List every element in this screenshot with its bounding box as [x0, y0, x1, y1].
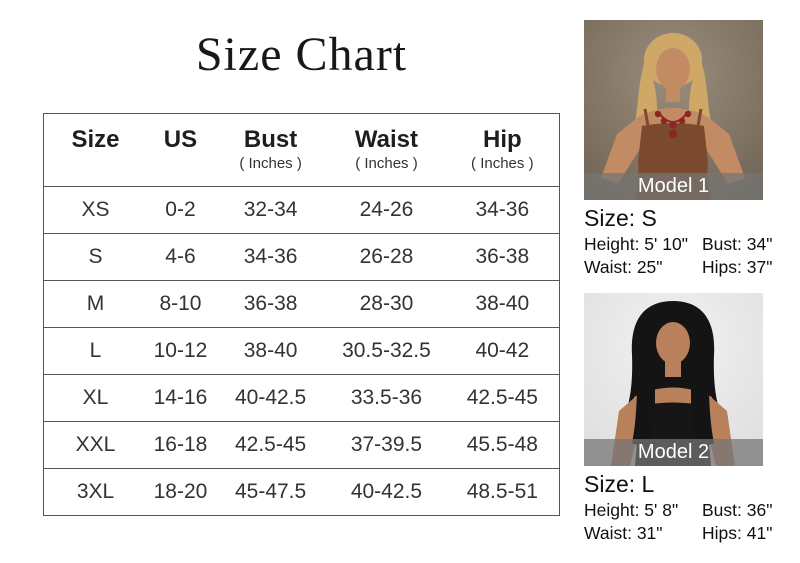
model-info-section: Model 1 Size: S Height: 5' 10" Bust: 34"… — [584, 20, 790, 545]
size-chart-table-body: XS 0-2 32-34 24-26 34-36 S 4-6 34-36 26-28 36-38 M… — [44, 186, 559, 515]
table-cell: S — [88, 245, 103, 268]
table-cell: 42.5-45 — [466, 386, 538, 409]
column-header-unit: ( Inches ) — [471, 154, 534, 172]
model-1-photo: Model 1 — [584, 20, 763, 200]
model-2-illustration — [584, 293, 763, 466]
model-2-card: Model 2 Size: L Height: 5' 8" Bust: 36" … — [584, 293, 790, 545]
column-header: Bust( Inches ) — [214, 125, 327, 174]
table-cell: 37-39.5 — [350, 433, 423, 456]
column-header-label: Hip — [482, 125, 522, 153]
model-1-waist: Waist: 25" — [584, 257, 663, 277]
table-cell: 26-28 — [359, 245, 414, 268]
size-chart-table: Size US Bust( Inches ) Waist( Inches ) Hip( … — [43, 113, 560, 516]
page-title: Size Chart — [195, 28, 408, 81]
column-header: US — [147, 125, 214, 174]
table-cell: 0-2 — [165, 198, 196, 221]
model-1-bust: Bust: 34" — [702, 234, 773, 254]
table-cell: 40-42 — [475, 339, 530, 362]
table-row: S 4-6 34-36 26-28 36-38 — [44, 233, 559, 280]
table-cell: XS — [81, 198, 110, 221]
table-header-row: Size US Bust( Inches ) Waist( Inches ) Hip( … — [44, 114, 559, 186]
table-row: M 8-10 36-38 28-30 38-40 — [44, 280, 559, 327]
table-cell: 33.5-36 — [350, 386, 423, 409]
table-cell: 42.5-45 — [234, 433, 307, 456]
table-cell: XL — [82, 386, 109, 409]
model-2-bust: Bust: 36" — [702, 500, 773, 520]
table-cell: 16-18 — [153, 433, 208, 456]
model-2-caption: Model 2 — [584, 439, 763, 466]
column-header-label: Bust — [243, 125, 298, 153]
table-cell: 38-40 — [243, 339, 298, 362]
table-cell: 38-40 — [475, 292, 530, 315]
table-cell: 40-42.5 — [234, 386, 307, 409]
model-2-height: Height: 5' 8" — [584, 500, 679, 520]
table-cell: 18-20 — [153, 480, 208, 503]
table-row: XXL 16-18 42.5-45 37-39.5 45.5-48 — [44, 421, 559, 468]
model-1-measurements: Height: 5' 10" Bust: 34" Waist: 25" Hips… — [584, 233, 790, 279]
table-cell: 45.5-48 — [466, 433, 538, 456]
column-header: Waist( Inches ) — [327, 125, 445, 174]
table-cell: 34-36 — [243, 245, 298, 268]
model-2-hips: Hips: 41" — [702, 523, 773, 543]
table-cell: 30.5-32.5 — [342, 339, 431, 362]
table-cell: 36-38 — [475, 245, 530, 268]
model-1-card: Model 1 Size: S Height: 5' 10" Bust: 34"… — [584, 20, 790, 279]
column-header-unit: ( Inches ) — [239, 154, 302, 172]
table-cell: 28-30 — [359, 292, 414, 315]
table-cell: 40-42.5 — [350, 480, 423, 503]
table-cell: 32-34 — [243, 198, 298, 221]
table-cell: 48.5-51 — [466, 480, 538, 503]
model-2-size: Size: L — [584, 471, 655, 497]
model-1-hips: Hips: 37" — [702, 257, 773, 277]
table-cell: 24-26 — [359, 198, 414, 221]
table-cell: 36-38 — [243, 292, 298, 315]
table-cell: 14-16 — [153, 386, 208, 409]
model-2-waist: Waist: 31" — [584, 523, 663, 543]
table-cell: M — [86, 292, 105, 315]
table-cell: L — [89, 339, 102, 362]
table-cell: 10-12 — [153, 339, 208, 362]
table-row: L 10-12 38-40 30.5-32.5 40-42 — [44, 327, 559, 374]
table-cell: 4-6 — [165, 245, 196, 268]
column-header-unit: ( Inches ) — [355, 154, 418, 172]
model-2-measurements: Height: 5' 8" Bust: 36" Waist: 31" Hips:… — [584, 499, 790, 545]
table-cell: 45-47.5 — [234, 480, 307, 503]
model-1-height: Height: 5' 10" — [584, 234, 688, 254]
table-row: XS 0-2 32-34 24-26 34-36 — [44, 186, 559, 233]
column-header: Size — [44, 125, 147, 174]
model-2-photo: Model 2 — [584, 293, 763, 466]
model-1-caption: Model 1 — [584, 173, 763, 200]
table-cell: 34-36 — [475, 198, 530, 221]
table-cell: XXL — [75, 433, 116, 456]
table-cell: 3XL — [76, 480, 115, 503]
column-header-label: Waist — [354, 125, 419, 153]
column-header: Hip( Inches ) — [446, 125, 559, 174]
table-row: 3XL 18-20 45-47.5 40-42.5 48.5-51 — [44, 468, 559, 515]
column-header-label: US — [163, 125, 198, 153]
model-1-size: Size: S — [584, 205, 657, 231]
column-header-label: Size — [71, 125, 120, 153]
table-row: XL 14-16 40-42.5 33.5-36 42.5-45 — [44, 374, 559, 421]
table-cell: 8-10 — [159, 292, 202, 315]
